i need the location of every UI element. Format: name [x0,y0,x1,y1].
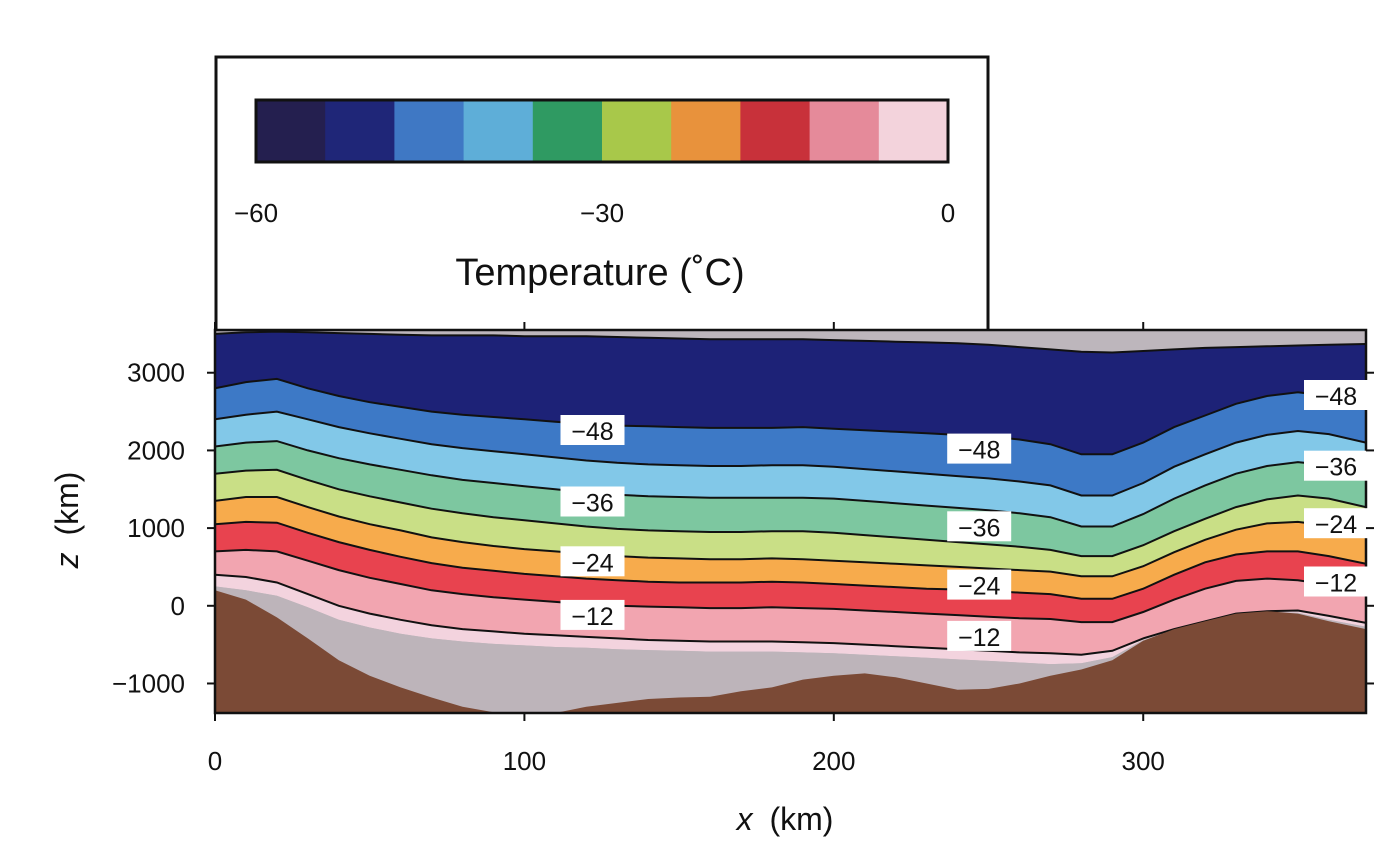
isotherm-line [215,410,1366,497]
colorbar-tick-label: −30 [580,198,624,228]
temperature-band [215,574,1366,665]
temperature-band [215,411,1366,527]
colorbar-label: Temperature (˚C) [455,252,744,294]
contour-label: −24 [947,569,1012,601]
x-tick-label: 100 [503,746,546,776]
contour-label-text: −36 [958,514,1000,542]
contour-label-text: −36 [1315,454,1357,482]
colorbar-tick-label: 0 [941,198,955,228]
contour-label-text: −12 [571,603,613,631]
colorbar-swatch [671,100,741,162]
contour-label-text: −48 [1315,383,1357,411]
y-tick-label: 2000 [127,435,185,465]
contour-label-bg [947,433,1012,464]
contour-label: −36 [560,486,625,518]
colorbar-swatch [325,100,395,162]
contour-label: −12 [1304,566,1368,598]
contour-label-bg [1304,380,1368,410]
contour-label-text: −24 [1315,511,1358,539]
contour-label: −12 [560,599,625,631]
temperature-band [215,378,1366,496]
contour-label: −48 [947,433,1012,465]
temperature-band [215,331,1366,455]
isotherm-line [215,330,1366,354]
isotherm-line [215,377,1366,456]
colorbar-swatch [602,100,672,162]
colorbar: −60 −30 0 Temperature (˚C) [214,55,990,335]
contour-label-text: −24 [571,549,614,577]
y-axis-variable: z [49,552,85,569]
colorbar-ticks: −60 −30 0 [234,198,955,228]
colorbar-swatch [532,100,603,162]
isotherm-line [215,520,1366,600]
x-axis-label: x (km) [735,801,834,837]
contour-label-text: −12 [1315,570,1357,598]
x-axis-unit: (km) [769,801,833,837]
contour-label-text: −48 [571,418,613,446]
contour-label-text: −24 [958,573,1001,601]
contour-label-bg [1304,450,1368,481]
contour-label: −12 [947,620,1012,652]
x-tick-label: 300 [1122,746,1165,776]
colorbar-swatch [463,100,534,162]
colorbar-swatches [256,100,949,162]
colorbar-swatch [878,100,949,162]
temperature-band [215,497,1366,599]
contour-label: −24 [1304,508,1368,539]
colorbar-swatch [809,100,880,162]
plot-area [215,330,1366,713]
contour-label: −36 [947,511,1012,542]
isotherm-line [215,573,1366,656]
contour-label-bg [947,511,1012,542]
y-tick-label: 1000 [127,513,185,543]
contour-label-bg [1304,566,1368,597]
y-axis-unit: (km) [49,472,85,536]
isotherm-lines [215,330,1366,656]
colorbar-tick-label: −60 [234,198,278,228]
temperature-band [215,549,1366,655]
contour-label-text: −12 [958,624,1000,652]
contour-label-bg [947,569,1012,600]
x-axis-variable: x [735,801,754,837]
contour-label: −24 [560,546,625,577]
terrain [215,590,1366,713]
colorbar-swatch [740,100,811,162]
contour-label: −48 [560,415,625,446]
y-tick-label: −1000 [112,669,185,699]
contour-label-bg [560,486,625,517]
y-tick-label: 0 [171,591,185,621]
y-axis: −1000 0 1000 2000 3000 [112,358,1374,699]
contour-label-bg [560,546,625,577]
temperature-band [215,469,1366,577]
x-tick-label: 0 [208,746,222,776]
contour-label: −36 [1304,450,1368,482]
x-axis: 0 100 200 300 [208,322,1165,776]
y-axis-label: z (km) [49,472,85,570]
y-tick-label: 3000 [127,358,185,388]
isotherm-line [215,440,1366,528]
contour-label: −48 [1304,380,1368,411]
colorbar-outline [254,98,950,164]
isotherm-line [215,468,1366,558]
contour-label-bg [560,599,625,630]
contour-label-text: −36 [571,490,613,518]
contour-labels: −48 −36 −24 −12 −48 −36 −24 −12 −48 −36 −24 −12 [560,380,1368,652]
x-tick-label: 200 [812,746,855,776]
isotherm-line [215,496,1366,578]
contour-label-text: −48 [958,437,1000,465]
contour-label-bg [947,620,1012,651]
colorbar-swatch [256,100,326,162]
isotherm-line [215,548,1366,624]
contour-label-bg [1304,508,1368,539]
contour-label-bg [560,415,625,445]
colorbar-swatch [394,100,465,162]
